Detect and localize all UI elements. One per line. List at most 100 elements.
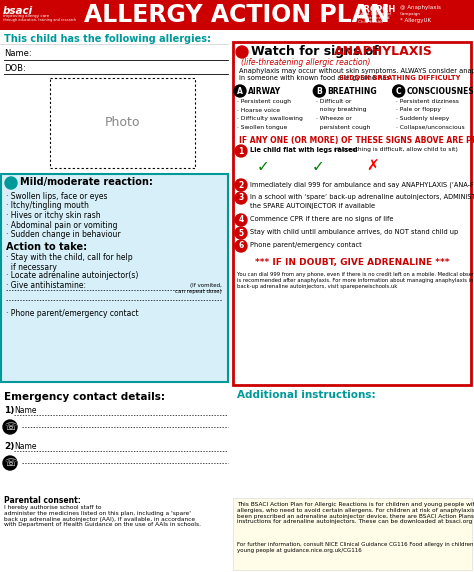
Text: This child has the following allergies:: This child has the following allergies:: [4, 34, 211, 44]
Text: *RCPCH: *RCPCH: [360, 5, 396, 14]
Text: ✓: ✓: [311, 159, 324, 174]
Text: DOB:: DOB:: [4, 64, 26, 73]
Text: · Difficult or: · Difficult or: [316, 99, 352, 104]
Text: noisy breathing: noisy breathing: [316, 108, 367, 113]
Text: For further information, consult NICE Clinical Guidance CG116 Food allergy in ch: For further information, consult NICE Cl…: [237, 542, 474, 553]
Text: · Give antihistamine:: · Give antihistamine:: [6, 280, 86, 289]
Text: Campaign: Campaign: [400, 12, 421, 16]
Text: Name:: Name:: [4, 49, 32, 58]
Text: · Persistent cough: · Persistent cough: [237, 99, 291, 104]
Text: in someone with known food allergy who has: in someone with known food allergy who h…: [239, 75, 392, 81]
Text: You can dial 999 from any phone, even if there is no credit left on a mobile. Me: You can dial 999 from any phone, even if…: [237, 272, 474, 289]
Text: · Swollen lips, face or eyes: · Swollen lips, face or eyes: [6, 192, 108, 201]
Text: bsaci: bsaci: [3, 6, 33, 16]
Text: · Stay with the child, call for help: · Stay with the child, call for help: [6, 253, 133, 263]
Text: C: C: [396, 86, 401, 96]
Text: · Hoarse voice: · Hoarse voice: [237, 108, 280, 113]
Text: BREATHING: BREATHING: [328, 87, 377, 96]
Text: Commence CPR if there are no signs of life: Commence CPR if there are no signs of li…: [250, 216, 393, 222]
Circle shape: [235, 179, 247, 191]
Text: 3: 3: [238, 193, 244, 202]
Text: Photo: Photo: [105, 117, 140, 129]
Text: ✗: ✗: [366, 159, 379, 174]
Bar: [50, 78, 195, 168]
Text: Phone parent/emergency contact: Phone parent/emergency contact: [250, 242, 362, 248]
Circle shape: [392, 85, 405, 97]
Text: In a school with ‘spare’ back-up adrenaline autoinjectors, ADMINISTER: In a school with ‘spare’ back-up adrenal…: [250, 194, 474, 200]
Text: · Locate adrenaline autoinjector(s): · Locate adrenaline autoinjector(s): [6, 272, 138, 280]
Text: ✓: ✓: [256, 159, 269, 174]
Text: Name: Name: [14, 406, 36, 415]
Text: · Collapse/unconscious: · Collapse/unconscious: [396, 125, 465, 129]
Text: Stay with child until ambulance arrives, do NOT stand child up: Stay with child until ambulance arrives,…: [250, 229, 458, 235]
Text: the SPARE AUTOINJECTOR if available: the SPARE AUTOINJECTOR if available: [250, 203, 375, 209]
Text: 5: 5: [238, 228, 244, 237]
Text: Name: Name: [14, 442, 36, 451]
Text: improving allergy care: improving allergy care: [3, 14, 49, 18]
Circle shape: [3, 420, 17, 434]
Text: can repeat dose): can repeat dose): [175, 289, 222, 295]
Text: · Phone parent/emergency contact: · Phone parent/emergency contact: [6, 309, 138, 319]
Text: @ Anaphylaxis: @ Anaphylaxis: [400, 5, 441, 10]
Text: (if breathing is difficult, allow child to sit): (if breathing is difficult, allow child …: [332, 147, 458, 152]
Text: · Itchy/tingling mouth: · Itchy/tingling mouth: [6, 201, 89, 210]
Text: Anaphylaxis may occur without skin symptoms. ALWAYS consider anaphylaxis: Anaphylaxis may occur without skin sympt…: [239, 68, 474, 74]
Text: ALLERGY ACTION PLAN: ALLERGY ACTION PLAN: [84, 3, 390, 27]
Circle shape: [234, 85, 246, 97]
Text: persistent cough: persistent cough: [316, 125, 371, 129]
Text: · Abdominal pain or vomiting: · Abdominal pain or vomiting: [6, 220, 118, 229]
Text: Emergency contact details:: Emergency contact details:: [4, 392, 165, 402]
Text: ☏: ☏: [4, 458, 16, 468]
Circle shape: [235, 214, 247, 226]
Circle shape: [235, 192, 247, 204]
Circle shape: [235, 145, 247, 157]
Text: 6: 6: [238, 241, 244, 251]
Text: 1): 1): [4, 406, 14, 415]
Text: AIRWAY: AIRWAY: [248, 87, 281, 96]
Text: This BSACI Action Plan for Allergic Reactions is for children and young people w: This BSACI Action Plan for Allergic Reac…: [237, 502, 474, 525]
Text: ☏: ☏: [4, 422, 16, 432]
Bar: [233, 42, 471, 385]
Text: 2: 2: [238, 181, 244, 189]
Text: · Persistent dizziness: · Persistent dizziness: [396, 99, 458, 104]
Text: · Hives or itchy skin rash: · Hives or itchy skin rash: [6, 211, 100, 220]
Text: SUDDEN BREATHING DIFFICULTY: SUDDEN BREATHING DIFFICULTY: [339, 75, 460, 81]
Text: Mild/moderate reaction:: Mild/moderate reaction:: [20, 177, 153, 187]
Text: 1: 1: [238, 146, 244, 156]
Text: · Suddenly sleepy: · Suddenly sleepy: [396, 116, 449, 121]
Text: through education, training and research: through education, training and research: [3, 18, 76, 22]
Circle shape: [235, 240, 247, 252]
Text: CONSCIOUSNESS: CONSCIOUSNESS: [407, 87, 474, 96]
Text: Immediately dial 999 for ambulance and say ANAPHYLAXIS (‘ANA-FIL-AX-IS’): Immediately dial 999 for ambulance and s…: [250, 181, 474, 188]
Text: · Difficulty swallowing: · Difficulty swallowing: [237, 116, 303, 121]
Text: (If vomited,: (If vomited,: [190, 283, 222, 288]
Circle shape: [5, 177, 17, 189]
Text: if necessary: if necessary: [6, 263, 57, 272]
Text: 4: 4: [238, 216, 244, 224]
Text: · Wheeze or: · Wheeze or: [316, 116, 352, 121]
Text: Additional instructions:: Additional instructions:: [237, 390, 375, 400]
Text: B: B: [317, 86, 322, 96]
Bar: [233, 498, 472, 570]
Circle shape: [3, 456, 17, 470]
Text: Paediatrics and: Paediatrics and: [358, 16, 390, 20]
Text: (life-threatening allergic reaction): (life-threatening allergic reaction): [241, 58, 370, 67]
Text: · Pale or floppy: · Pale or floppy: [396, 108, 440, 113]
Text: * AllergyUK: * AllergyUK: [400, 18, 431, 23]
Bar: [1, 174, 228, 382]
Text: · Sudden change in behaviour: · Sudden change in behaviour: [6, 230, 120, 239]
Text: Watch for signs of: Watch for signs of: [251, 45, 383, 58]
Text: I hereby authorise school staff to
administer the medicines listed on this plan,: I hereby authorise school staff to admin…: [4, 505, 201, 527]
Text: ANAPHYLAXIS: ANAPHYLAXIS: [334, 45, 433, 58]
Bar: [0, 0, 474, 30]
Text: Child Health: Child Health: [358, 20, 383, 24]
Text: Royal College of: Royal College of: [358, 12, 391, 16]
Text: Lie child flat with legs raised: Lie child flat with legs raised: [250, 147, 357, 153]
Text: 2): 2): [4, 442, 14, 451]
Circle shape: [236, 46, 248, 58]
Text: A: A: [237, 86, 243, 96]
Circle shape: [235, 227, 247, 239]
Text: Action to take:: Action to take:: [6, 241, 87, 252]
Text: IF ANY ONE (OR MORE) OF THESE SIGNS ABOVE ARE PRESENT:: IF ANY ONE (OR MORE) OF THESE SIGNS ABOV…: [239, 136, 474, 145]
Text: Parental consent:: Parental consent:: [4, 496, 81, 505]
